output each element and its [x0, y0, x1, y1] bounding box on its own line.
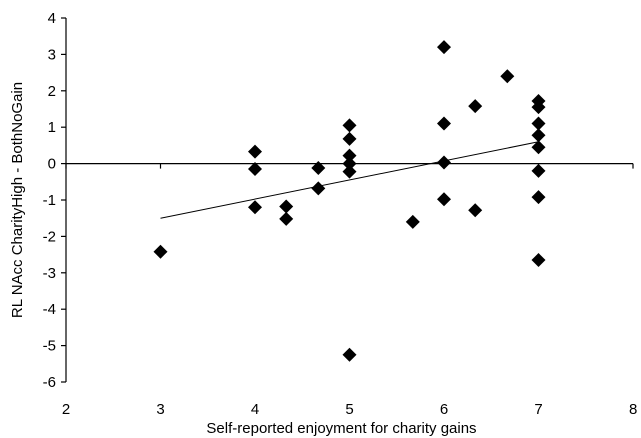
- data-point: [342, 148, 357, 163]
- data-point: [468, 99, 483, 114]
- y-tick-label: -2: [43, 228, 56, 245]
- data-point: [311, 160, 326, 175]
- data-point: [342, 131, 357, 146]
- data-point: [500, 69, 515, 84]
- data-point: [531, 253, 546, 268]
- data-point: [405, 214, 420, 229]
- data-point: [531, 116, 546, 131]
- data-point: [279, 211, 294, 226]
- x-tick-label: 8: [629, 401, 637, 418]
- data-point: [342, 164, 357, 179]
- data-point: [248, 200, 262, 215]
- x-tick-labels: 2 3 4 5 6 7 8: [62, 401, 638, 418]
- data-point: [531, 190, 546, 205]
- data-point: [437, 116, 451, 131]
- data-point: [437, 40, 451, 55]
- y-tick-label: 3: [48, 46, 56, 63]
- y-tick-label: 0: [48, 156, 56, 173]
- x-tick-label: 3: [156, 401, 164, 418]
- data-points: [153, 40, 546, 362]
- x-tick-label: 5: [345, 401, 353, 418]
- x-tick-label: 2: [62, 401, 70, 418]
- y-axis-title: RL NAcc CharityHigh - BothNoGain: [9, 82, 26, 318]
- y-tick-label: -6: [43, 374, 56, 391]
- data-point: [437, 192, 451, 207]
- y-tick-labels: 4 3 2 1 0 -1 -2 -3 -4 -5 -6: [43, 10, 56, 391]
- y-tick-label: -5: [43, 338, 56, 355]
- data-point: [342, 156, 357, 171]
- data-point: [531, 163, 546, 178]
- data-point: [311, 181, 326, 196]
- data-point: [248, 162, 262, 177]
- y-tick-label: 2: [48, 83, 56, 100]
- data-point: [153, 244, 168, 259]
- y-tick-label: -1: [43, 192, 56, 209]
- data-point: [437, 155, 451, 170]
- y-tick-marks: [61, 17, 66, 383]
- data-point: [468, 203, 483, 218]
- x-axis-title: Self-reported enjoyment for charity gain…: [206, 420, 476, 437]
- data-point: [342, 118, 357, 133]
- trendline: [160, 141, 539, 219]
- data-point: [531, 140, 546, 155]
- data-point: [531, 100, 546, 115]
- y-tick-label: 4: [48, 10, 56, 27]
- x-tick-label: 6: [440, 401, 448, 418]
- y-tick-label: 1: [48, 119, 56, 136]
- x-tick-label: 4: [251, 401, 259, 418]
- y-tick-label: -4: [43, 301, 56, 318]
- data-point: [342, 347, 357, 362]
- data-point: [248, 144, 262, 159]
- y-tick-label: -3: [43, 265, 56, 282]
- data-point: [531, 128, 546, 143]
- x-tick-label: 7: [534, 401, 542, 418]
- data-point: [279, 199, 294, 214]
